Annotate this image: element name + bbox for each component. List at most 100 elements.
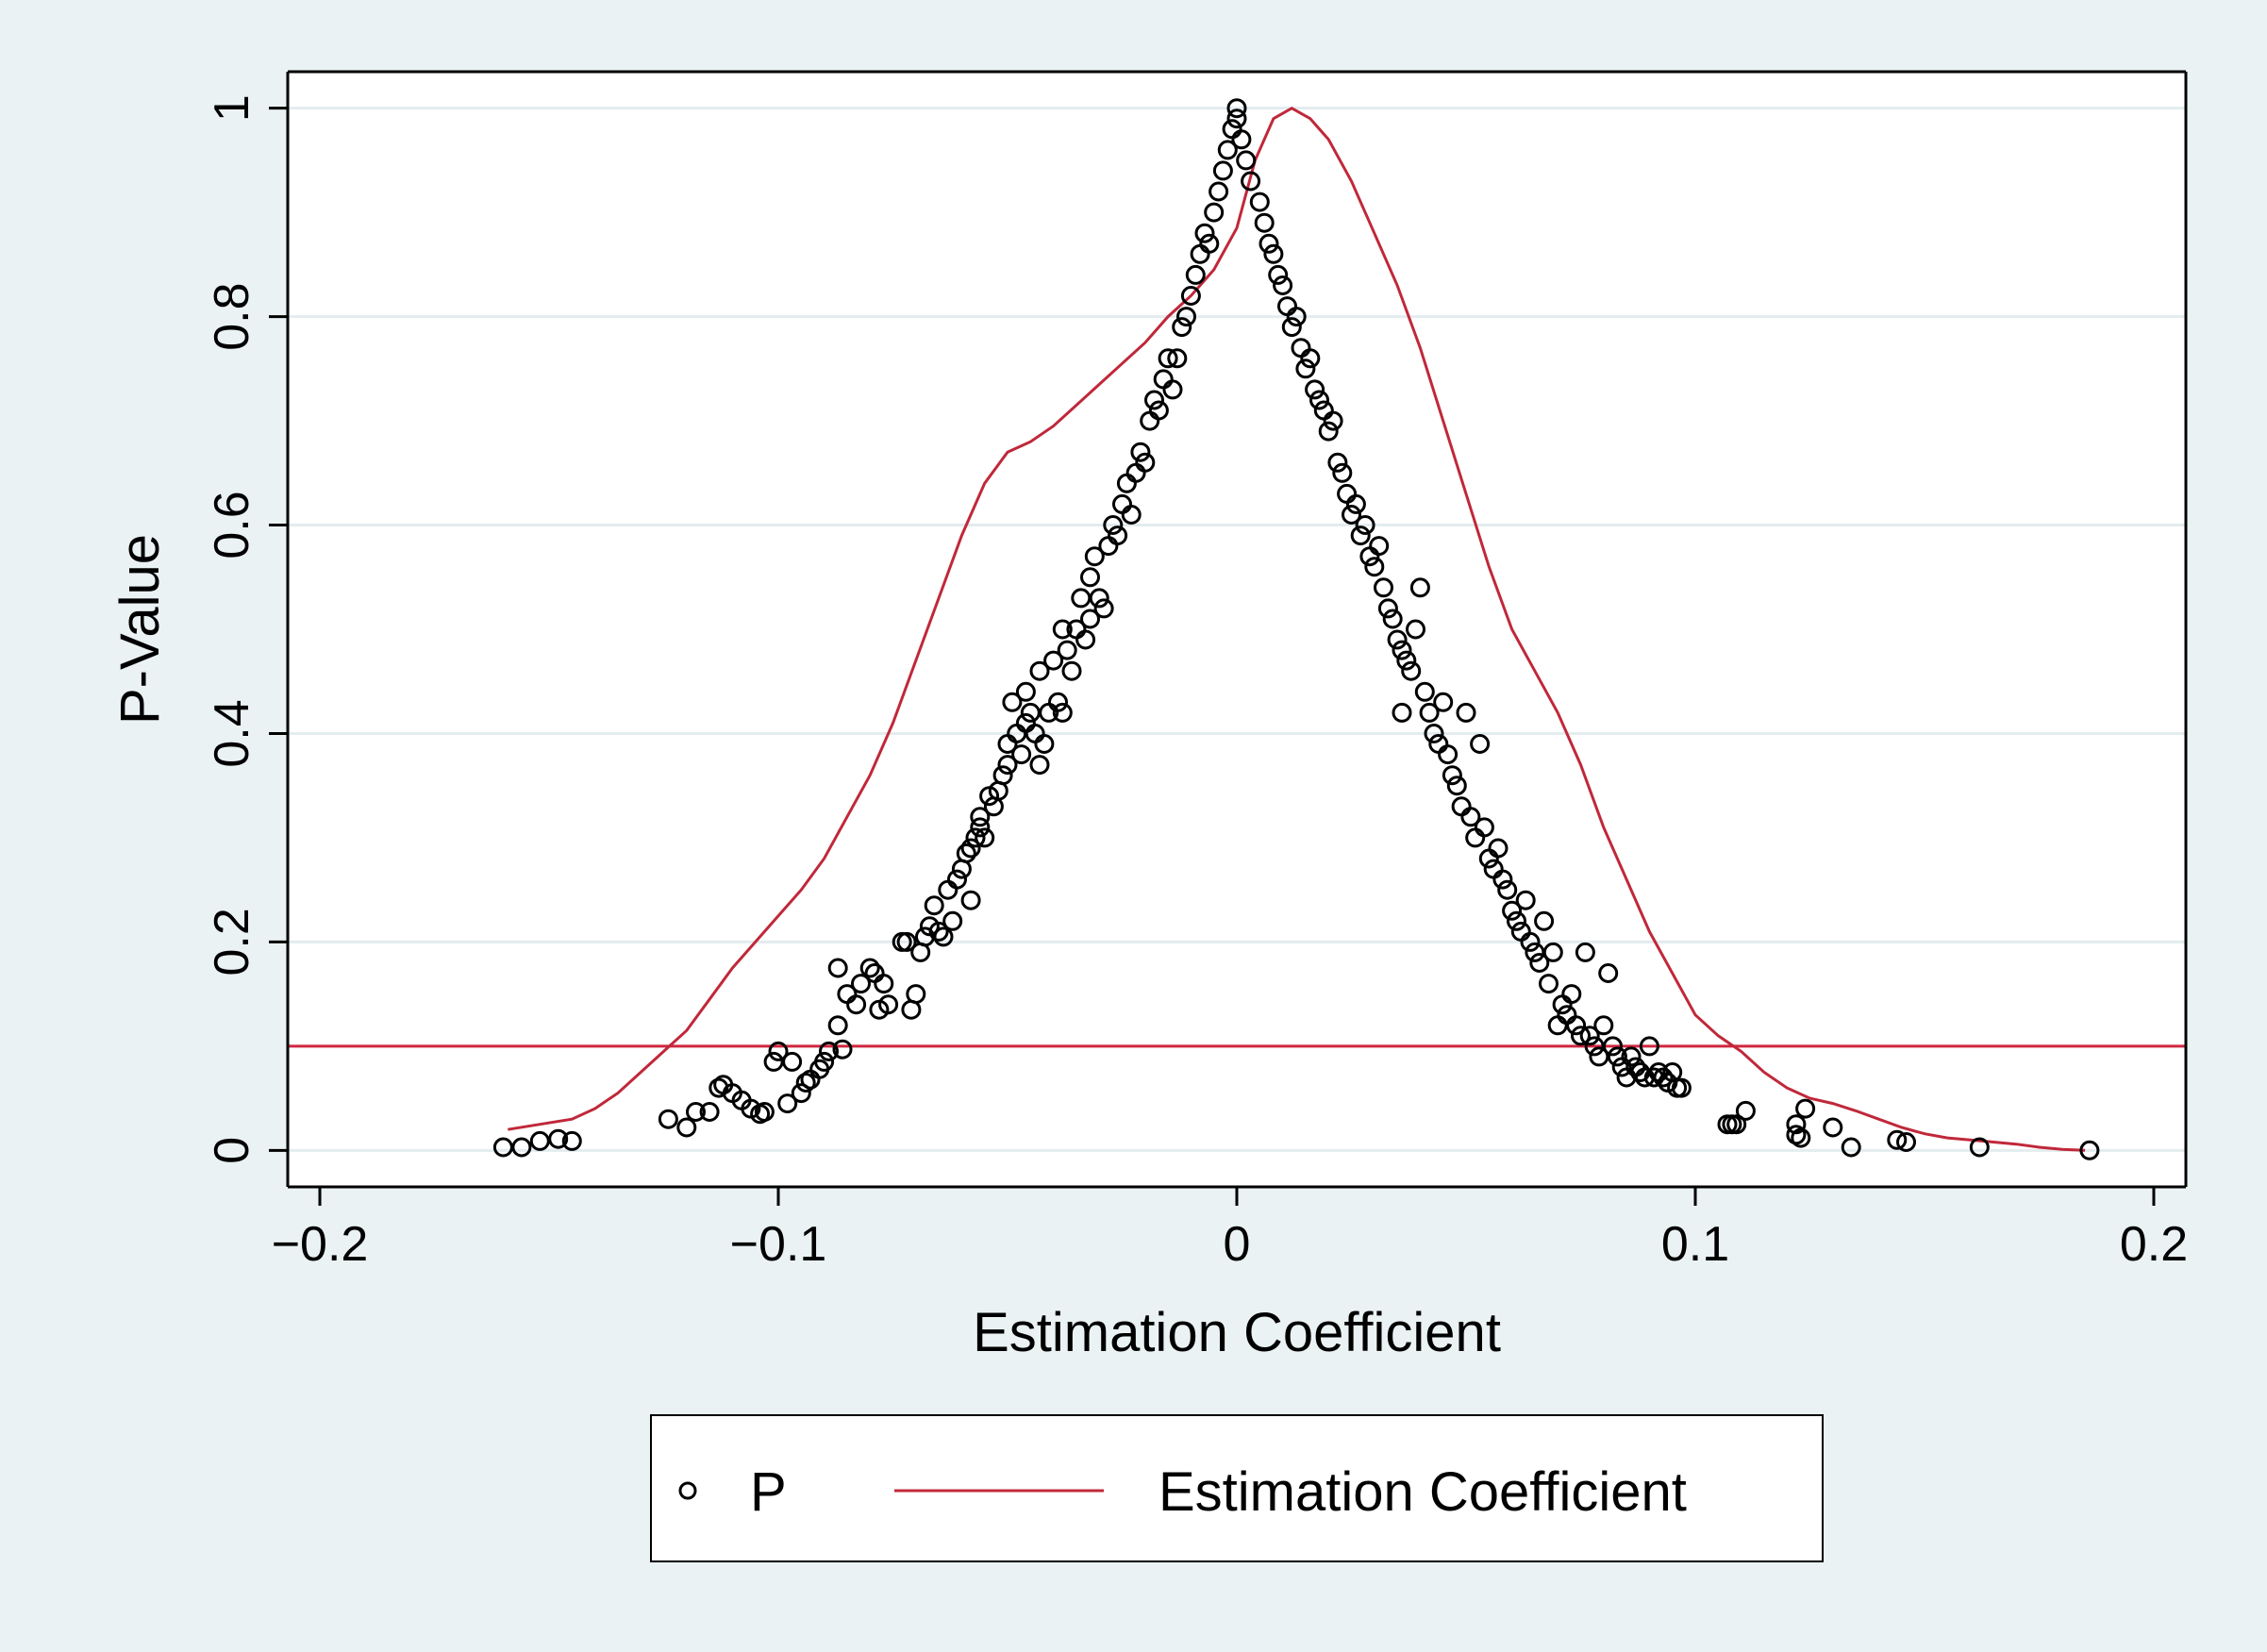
- data-point: [1121, 505, 1142, 525]
- data-point: [947, 869, 967, 890]
- data-point: [795, 1073, 816, 1093]
- data-point: [1241, 171, 1261, 192]
- data-point: [1259, 233, 1279, 254]
- data-point: [1841, 1137, 1861, 1158]
- data-point: [658, 1109, 678, 1129]
- data-point: [791, 1083, 811, 1104]
- x-tick-label: 0.1: [1661, 1217, 1729, 1272]
- data-point: [1534, 910, 1555, 931]
- data-point: [1671, 1077, 1692, 1098]
- data-point: [1176, 307, 1196, 327]
- data-point: [1406, 619, 1425, 640]
- data-point: [1052, 619, 1073, 640]
- data-point: [975, 827, 995, 848]
- data-point: [1080, 609, 1100, 629]
- data-point: [676, 1117, 697, 1138]
- data-point: [1305, 379, 1325, 400]
- plot-area: [288, 72, 2186, 1187]
- data-point: [1135, 452, 1156, 473]
- data-point: [529, 1130, 550, 1151]
- data-point: [1084, 546, 1105, 567]
- data-point: [777, 1093, 798, 1114]
- data-point: [1639, 1036, 1659, 1057]
- data-point: [1414, 681, 1435, 702]
- data-point: [874, 974, 894, 994]
- data-point: [1492, 869, 1513, 890]
- data-point: [1130, 442, 1151, 462]
- y-tick-label: 0.2: [205, 908, 259, 976]
- data-point: [924, 895, 944, 916]
- data-point: [1048, 692, 1068, 712]
- data-point: [1401, 660, 1422, 681]
- data-point: [1327, 452, 1348, 473]
- data-point: [965, 827, 986, 848]
- data-point: [992, 765, 1013, 786]
- x-axis-title: Estimation Coefficient: [973, 1302, 1501, 1363]
- data-point: [832, 1039, 853, 1060]
- data-point: [768, 1041, 789, 1061]
- data-point: [686, 1102, 706, 1122]
- data-point: [827, 1015, 848, 1036]
- data-point: [1355, 515, 1375, 535]
- data-point: [1148, 400, 1169, 421]
- data-point: [1268, 264, 1289, 285]
- data-point: [878, 994, 899, 1015]
- data-point: [956, 843, 976, 863]
- data-point: [1791, 1127, 1811, 1148]
- data-point: [754, 1102, 775, 1122]
- data-point: [1263, 243, 1284, 264]
- data-point: [1896, 1132, 1916, 1152]
- data-point: [970, 817, 991, 838]
- data-point: [846, 994, 867, 1015]
- data-point: [1392, 702, 1412, 723]
- data-point: [1231, 129, 1252, 150]
- data-point: [960, 890, 981, 910]
- data-point: [1969, 1137, 1990, 1158]
- data-point: [1217, 140, 1238, 160]
- data-point: [970, 807, 991, 827]
- data-point: [1456, 702, 1476, 723]
- data-point: [1823, 1117, 1843, 1138]
- data-point: [1204, 202, 1225, 223]
- data-point: [1002, 692, 1023, 712]
- data-point: [1199, 233, 1220, 254]
- data-point: [1180, 286, 1201, 306]
- y-tick-label: 1: [205, 94, 259, 122]
- data-point: [1396, 650, 1417, 671]
- legend: P Estimation Coefficient: [650, 1414, 1824, 1562]
- data-point: [1409, 577, 1430, 598]
- data-point: [827, 958, 848, 978]
- data-point: [1075, 629, 1096, 650]
- x-tick-label: 0.2: [2120, 1217, 2188, 1272]
- data-point: [1497, 879, 1518, 900]
- data-point: [859, 958, 880, 978]
- data-point: [942, 910, 963, 931]
- data-point: [1474, 817, 1494, 838]
- y-axis-title: P-Value: [109, 534, 171, 725]
- data-point: [1167, 348, 1188, 369]
- data-point: [1382, 609, 1403, 629]
- x-tick-label: −0.1: [730, 1217, 827, 1272]
- data-point: [960, 838, 981, 859]
- data-point: [1419, 702, 1440, 723]
- legend-box: [650, 1414, 1824, 1562]
- data-point: [1093, 598, 1114, 619]
- data-point: [1011, 744, 1032, 765]
- data-point: [1249, 192, 1270, 212]
- data-point: [1273, 275, 1293, 295]
- data-point: [1144, 390, 1164, 410]
- data-point: [782, 1051, 803, 1072]
- data-point: [1607, 1046, 1627, 1067]
- data-point: [1162, 379, 1183, 400]
- data-point: [814, 1051, 835, 1072]
- data-point: [1603, 1036, 1623, 1057]
- data-point: [1442, 765, 1462, 786]
- data-point: [1593, 1015, 1614, 1036]
- data-point: [1515, 890, 1536, 910]
- data-point: [1318, 421, 1339, 442]
- data-point: [1529, 953, 1550, 973]
- data-point: [1103, 515, 1124, 535]
- data-point: [1575, 942, 1595, 962]
- data-point: [1332, 462, 1353, 483]
